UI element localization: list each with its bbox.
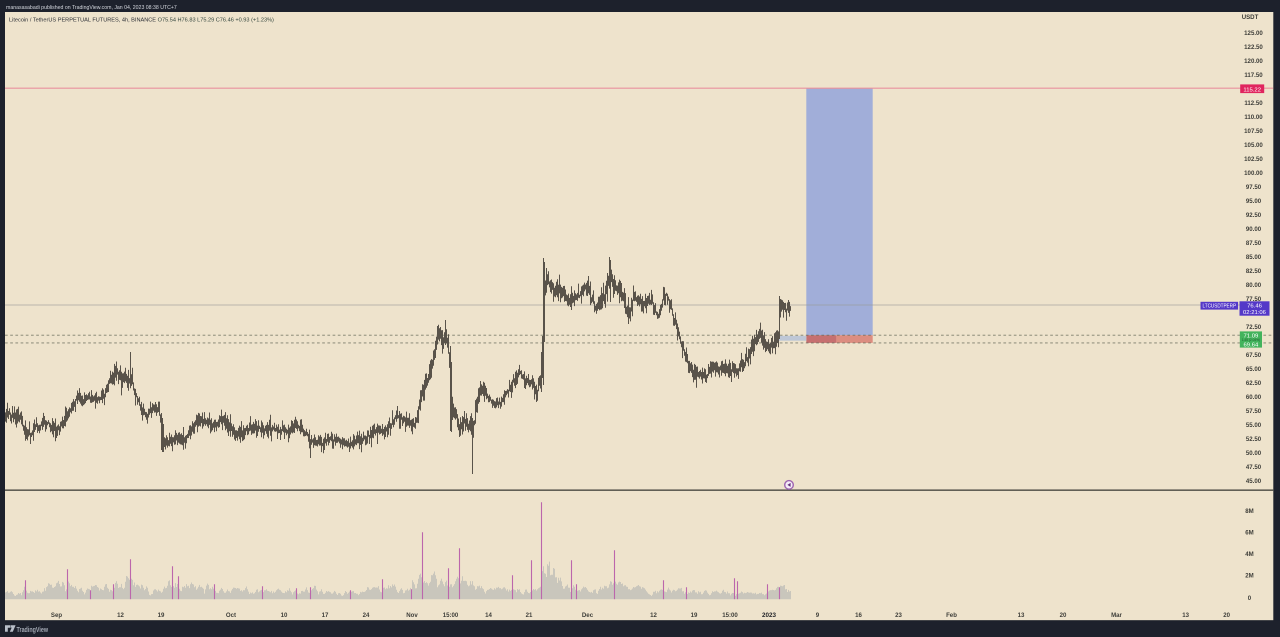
svg-text:13: 13: [1182, 612, 1189, 619]
svg-text:102.50: 102.50: [1244, 156, 1263, 163]
svg-text:112.50: 112.50: [1244, 100, 1263, 107]
svg-text:107.50: 107.50: [1244, 128, 1263, 135]
svg-text:15:00: 15:00: [722, 612, 738, 619]
svg-text:10: 10: [281, 612, 288, 619]
svg-text:82.50: 82.50: [1246, 268, 1262, 275]
svg-text:71.09: 71.09: [1244, 333, 1259, 339]
svg-text:20: 20: [1223, 612, 1230, 619]
svg-text:72.50: 72.50: [1246, 324, 1262, 331]
svg-text:85.00: 85.00: [1246, 254, 1262, 261]
svg-text:77.50: 77.50: [1246, 296, 1262, 303]
svg-text:13: 13: [1018, 612, 1025, 619]
svg-text:100.00: 100.00: [1244, 170, 1263, 177]
svg-text:65.00: 65.00: [1246, 366, 1262, 373]
svg-text:8M: 8M: [1245, 508, 1253, 515]
svg-text:Mar: Mar: [1111, 612, 1122, 619]
svg-text:LTCUSDTPERP: LTCUSDTPERP: [1203, 304, 1237, 310]
svg-text:95.00: 95.00: [1246, 198, 1262, 205]
svg-text:20: 20: [1060, 612, 1067, 619]
svg-text:117.50: 117.50: [1244, 72, 1263, 79]
svg-text:50.00: 50.00: [1246, 450, 1262, 457]
svg-text:Litecoin / TetherUS PERPETUAL: Litecoin / TetherUS PERPETUAL FUTURES, 4…: [9, 18, 274, 24]
svg-text:USDT: USDT: [1242, 14, 1259, 21]
svg-text:19: 19: [158, 612, 165, 619]
svg-text:60.00: 60.00: [1246, 394, 1262, 401]
svg-text:15:00: 15:00: [443, 612, 459, 619]
svg-text:17: 17: [322, 612, 329, 619]
svg-text:80.00: 80.00: [1246, 282, 1262, 289]
svg-text:125.00: 125.00: [1244, 30, 1263, 37]
svg-text:76.46: 76.46: [1247, 304, 1262, 310]
svg-text:45.00: 45.00: [1246, 478, 1262, 485]
svg-text:Feb: Feb: [946, 612, 957, 619]
svg-text:122.50: 122.50: [1244, 44, 1263, 51]
svg-text:9: 9: [816, 612, 820, 619]
svg-text:21: 21: [526, 612, 533, 619]
svg-text:55.00: 55.00: [1246, 422, 1262, 429]
svg-text:105.00: 105.00: [1244, 142, 1263, 149]
svg-text:manasasabadi published on Trad: manasasabadi published on TradingView.co…: [6, 5, 177, 11]
svg-text:6M: 6M: [1245, 530, 1253, 537]
svg-text:90.00: 90.00: [1246, 226, 1262, 233]
svg-text:92.50: 92.50: [1246, 212, 1262, 219]
svg-text:2023: 2023: [762, 612, 777, 619]
svg-text:52.50: 52.50: [1246, 436, 1262, 443]
svg-text:Sep: Sep: [51, 612, 62, 619]
svg-text:1.45 (2.04%): 1.45 (2.04%): [1242, 338, 1260, 342]
svg-text:115.22: 115.22: [1243, 87, 1261, 93]
svg-text:87.50: 87.50: [1246, 240, 1262, 247]
svg-text:TradingView: TradingView: [17, 627, 49, 634]
svg-text:24: 24: [363, 612, 370, 619]
svg-text:57.50: 57.50: [1246, 408, 1262, 415]
svg-text:Oct: Oct: [226, 612, 236, 619]
svg-text:Dec: Dec: [582, 612, 594, 619]
svg-text:19: 19: [691, 612, 698, 619]
svg-text:120.00: 120.00: [1244, 58, 1263, 65]
svg-text:97.50: 97.50: [1246, 184, 1262, 191]
svg-text:0: 0: [1248, 595, 1252, 602]
svg-text:110.00: 110.00: [1244, 114, 1263, 121]
svg-text:02:21:06: 02:21:06: [1243, 310, 1267, 316]
svg-text:62.50: 62.50: [1246, 380, 1262, 387]
svg-text:4M: 4M: [1245, 551, 1253, 558]
svg-text:69.64: 69.64: [1244, 342, 1259, 348]
svg-text:14: 14: [485, 612, 492, 619]
svg-text:67.50: 67.50: [1246, 352, 1262, 359]
svg-text:Nov: Nov: [406, 612, 418, 619]
svg-text:12: 12: [117, 612, 124, 619]
svg-text:2M: 2M: [1245, 573, 1253, 580]
svg-text:47.50: 47.50: [1246, 464, 1262, 471]
svg-text:12: 12: [650, 612, 657, 619]
svg-text:23: 23: [895, 612, 902, 619]
svg-text:16: 16: [855, 612, 862, 619]
